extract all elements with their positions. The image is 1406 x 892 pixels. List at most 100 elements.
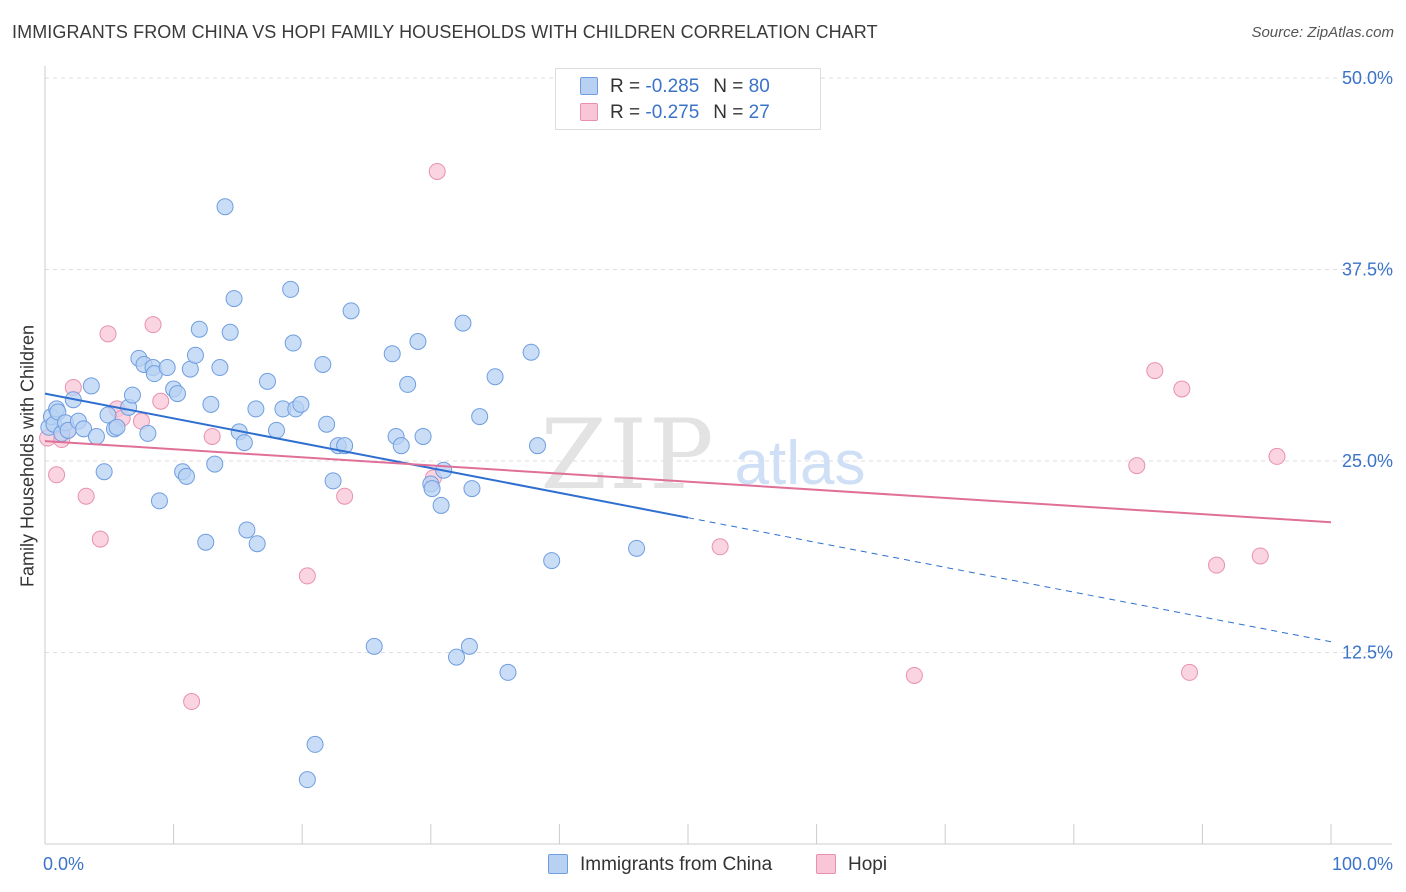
hopi-point xyxy=(152,392,170,410)
china-point xyxy=(123,386,141,404)
hopi-swatch xyxy=(580,103,598,121)
legend-label-hopi: Hopi xyxy=(848,854,888,875)
china-point xyxy=(225,290,243,308)
china-point xyxy=(499,663,517,681)
hopi-point xyxy=(711,538,729,556)
china-point xyxy=(206,455,224,473)
china-point xyxy=(463,480,481,498)
series-legend: Immigrants from China Hopi xyxy=(0,852,1406,878)
n-label: N = xyxy=(713,102,744,123)
china-point xyxy=(383,345,401,363)
china-point xyxy=(190,320,208,338)
n-label: N = xyxy=(713,76,744,97)
hopi-point xyxy=(298,567,316,585)
x-tick-label: 0.0% xyxy=(43,854,84,874)
y-tick-label: 25.0% xyxy=(1342,451,1393,471)
china-point xyxy=(248,535,266,553)
china-point xyxy=(99,406,117,424)
china-trend-line xyxy=(44,392,689,519)
china-point xyxy=(108,418,126,436)
hopi-point xyxy=(144,316,162,334)
china-point xyxy=(448,648,466,666)
china-point xyxy=(423,480,441,498)
hopi-trend-line xyxy=(44,440,1332,524)
grid-lines xyxy=(45,77,1392,653)
china-point xyxy=(235,434,253,452)
axes xyxy=(44,66,1392,845)
china-trend-line-extrapolated xyxy=(687,517,1332,643)
china-point xyxy=(292,395,310,413)
china-swatch xyxy=(548,854,568,874)
y-tick-label: 37.5% xyxy=(1342,260,1393,280)
china-point xyxy=(158,359,176,377)
hopi-point xyxy=(183,693,201,711)
y-tick-label: 12.5% xyxy=(1342,643,1393,663)
china-point xyxy=(186,346,204,364)
y-tick-label: 50.0% xyxy=(1342,68,1393,88)
china-point xyxy=(454,314,472,332)
china-point xyxy=(342,302,360,320)
data-points xyxy=(39,162,1286,789)
china-point xyxy=(168,385,186,403)
hopi-point xyxy=(1251,547,1269,565)
hopi-point xyxy=(1173,380,1191,398)
stats-legend-row-hopi: R = -0.275 N = 27 xyxy=(580,101,776,125)
source-credit: Source: ZipAtlas.com xyxy=(1251,24,1394,41)
r-label: R = xyxy=(610,76,641,97)
china-point xyxy=(306,735,324,753)
hopi-point xyxy=(905,666,923,684)
china-point xyxy=(247,400,265,418)
stats-legend: R = -0.285 N = 80 R = -0.275 N = 27 xyxy=(555,68,821,130)
china-point xyxy=(282,280,300,298)
hopi-point xyxy=(1181,663,1199,681)
hopi-point xyxy=(99,325,117,343)
china-point xyxy=(318,415,336,433)
watermark-zip: ZIP xyxy=(540,399,715,511)
hopi-point xyxy=(203,427,221,445)
china-point xyxy=(150,492,168,510)
trend-lines xyxy=(44,392,1332,643)
china-point xyxy=(284,334,302,352)
china-point xyxy=(324,472,342,490)
legend-item-china[interactable]: Immigrants from China xyxy=(548,852,772,878)
hopi-swatch xyxy=(816,854,836,874)
legend-item-hopi[interactable]: Hopi xyxy=(816,852,887,878)
hopi-point xyxy=(1208,556,1226,574)
watermark: ZIP atlas xyxy=(540,399,865,511)
china-point xyxy=(95,463,113,481)
china-point xyxy=(87,427,105,445)
china-point xyxy=(365,637,383,655)
r-value: -0.285 xyxy=(645,76,700,97)
china-point xyxy=(471,408,489,426)
tick-labels: 12.5% 25.0% 37.5% 50.0% 0.0% 100.0% xyxy=(43,68,1393,874)
hopi-point xyxy=(428,162,446,180)
china-point xyxy=(216,198,234,216)
china-point xyxy=(399,375,417,393)
china-point xyxy=(211,359,229,377)
r-label: R = xyxy=(610,102,641,123)
legend-label-china: Immigrants from China xyxy=(580,854,773,875)
china-point xyxy=(221,323,239,341)
n-value: 80 xyxy=(748,76,770,97)
china-point xyxy=(460,637,478,655)
chart-title: IMMIGRANTS FROM CHINA VS HOPI FAMILY HOU… xyxy=(12,22,878,42)
hopi-point xyxy=(336,487,354,505)
china-point xyxy=(522,343,540,361)
china-point xyxy=(486,368,504,386)
china-point xyxy=(543,552,561,570)
china-point xyxy=(392,437,410,455)
n-value: 27 xyxy=(748,102,770,123)
hopi-point xyxy=(77,487,95,505)
china-point xyxy=(82,377,100,395)
hopi-point xyxy=(1128,457,1146,475)
hopi-point xyxy=(1146,362,1164,380)
china-point xyxy=(298,771,316,789)
china-point xyxy=(414,427,432,445)
china-point xyxy=(432,496,450,514)
china-point xyxy=(75,420,93,438)
r-value: -0.275 xyxy=(645,102,700,123)
hopi-point xyxy=(1268,447,1286,465)
china-point xyxy=(314,355,332,373)
china-point xyxy=(409,333,427,351)
